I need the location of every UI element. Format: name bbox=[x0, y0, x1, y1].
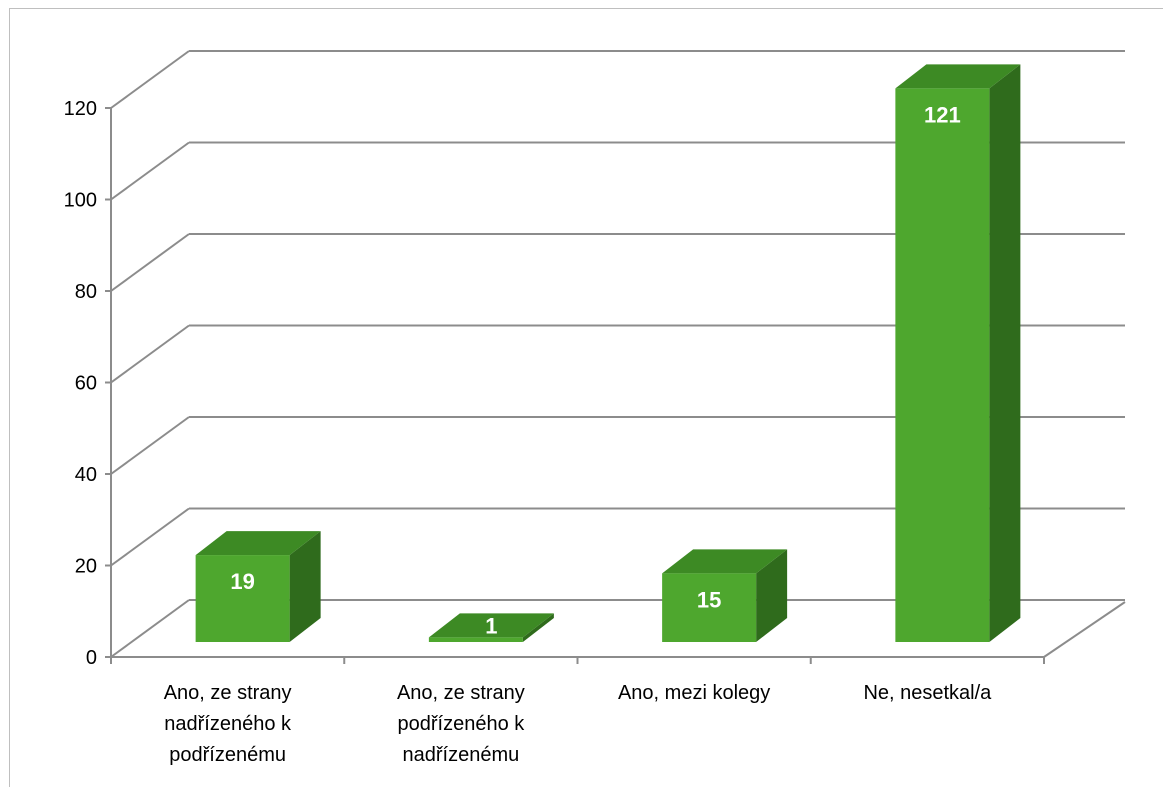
x-category-label-line: podřízenému bbox=[169, 744, 286, 766]
y-tick-label: 40 bbox=[75, 464, 97, 486]
x-category-label: Ano, ze strany podřízeného k nadřízenému bbox=[397, 682, 525, 766]
labels: 19 1 15 121 Ano, ze strany nadřízeného k podří… bbox=[164, 102, 992, 766]
bar-side bbox=[756, 549, 788, 642]
axes: 0 20 40 60 80 100 120 bbox=[64, 98, 1126, 669]
x-category-label-line: Ano, ze strany bbox=[164, 682, 292, 704]
y-tick-label: 80 bbox=[75, 281, 97, 303]
y-tick-label: 20 bbox=[75, 556, 97, 578]
gridline-side-120 bbox=[110, 50, 190, 109]
bar-1 bbox=[428, 613, 554, 642]
chart-frame-left bbox=[9, 8, 10, 787]
bar-top bbox=[195, 531, 321, 556]
x-category-label-line: Ano, ze strany bbox=[397, 682, 525, 704]
gridline-side-60 bbox=[110, 324, 190, 384]
bars bbox=[195, 64, 1021, 643]
x-category-label-line: Ano, mezi kolegy bbox=[618, 682, 770, 704]
y-tick-label: 100 bbox=[64, 190, 97, 212]
bar-front bbox=[662, 573, 757, 642]
bar-0 bbox=[195, 531, 321, 642]
bar-3 bbox=[895, 64, 1021, 643]
bar-top bbox=[428, 613, 554, 638]
x-category-label: Ano, ze strany nadřízeného k podřízenému bbox=[164, 682, 292, 766]
bar-front bbox=[895, 88, 990, 643]
bar-front bbox=[428, 637, 523, 642]
bar-side bbox=[289, 531, 321, 642]
data-label: 15 bbox=[697, 587, 721, 612]
gridline-side-20 bbox=[110, 507, 190, 567]
x-category-label-line: nadřízenému bbox=[403, 744, 520, 766]
chart-frame-top bbox=[9, 8, 1163, 9]
bar-front bbox=[195, 555, 290, 642]
y-tick-label: 0 bbox=[86, 647, 97, 669]
gridline-side-80 bbox=[110, 233, 190, 292]
x-category-label-line: nadřízeného k bbox=[164, 713, 292, 735]
x-category-label: Ne, nesetkal/a bbox=[863, 682, 992, 704]
gridline-side-40 bbox=[110, 416, 190, 475]
gridline-side-0 bbox=[110, 599, 190, 658]
data-label: 1 bbox=[485, 613, 497, 638]
bar-side bbox=[522, 613, 554, 642]
x-category-label-line: Ne, nesetkal/a bbox=[863, 682, 992, 704]
y-tick-label: 60 bbox=[75, 373, 97, 395]
x-category-label-line: podřízeného k bbox=[397, 713, 525, 735]
gridline-side-100 bbox=[110, 141, 190, 201]
x-category-label: Ano, mezi kolegy bbox=[618, 682, 770, 704]
y-tick-label: 120 bbox=[64, 98, 97, 120]
data-label: 121 bbox=[924, 102, 961, 127]
bar-top bbox=[662, 549, 788, 574]
bar-2 bbox=[662, 549, 788, 642]
data-label: 19 bbox=[230, 569, 254, 594]
bar-side bbox=[989, 64, 1021, 643]
bar-top bbox=[895, 64, 1021, 89]
floor-right-edge bbox=[1043, 601, 1126, 658]
